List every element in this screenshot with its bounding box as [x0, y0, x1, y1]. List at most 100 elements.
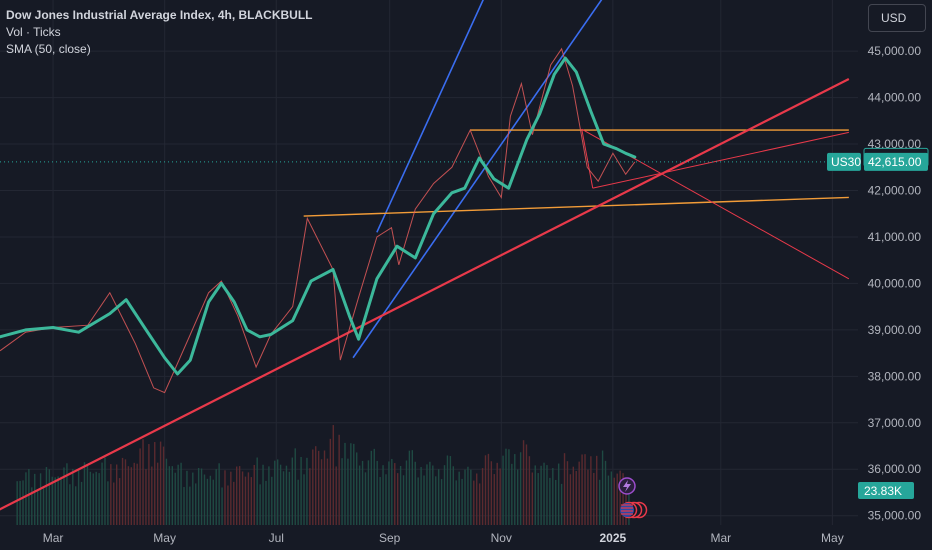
volume-bar [180, 462, 182, 525]
volume-bar [572, 466, 575, 525]
volume-bar [487, 453, 490, 525]
volume-bar [552, 468, 554, 525]
volume-bar [279, 464, 282, 525]
volume-bar [244, 476, 247, 525]
chart-title: Dow Jones Industrial Average Index, 4h, … [6, 8, 313, 22]
drawing-layer[interactable] [0, 0, 850, 520]
volume-bar [499, 468, 501, 525]
volume-bar [259, 484, 261, 525]
volume-bar [200, 468, 203, 525]
volume-layer [16, 425, 630, 525]
channel-line[interactable] [352, 0, 734, 359]
volume-bar [493, 474, 495, 525]
volume-bar [537, 473, 539, 525]
volume-bar [405, 460, 408, 525]
volume-bar [449, 456, 452, 525]
volume-bar [376, 460, 378, 525]
volume-bar [51, 476, 53, 525]
volume-bar [274, 460, 276, 525]
volume-bar [514, 454, 516, 525]
volume-bar [335, 466, 337, 525]
volume-bar [601, 450, 604, 525]
volume-bar [294, 448, 296, 525]
volume-bar [540, 465, 542, 525]
volume-bar [159, 441, 162, 525]
volume-bar [174, 472, 176, 525]
volume-bar [531, 472, 534, 525]
volume-bar [230, 471, 232, 525]
volume-bar [578, 461, 580, 525]
y-tick-label: 37,000.00 [868, 416, 922, 430]
volume-bar [189, 486, 191, 525]
volume-bar [464, 469, 466, 525]
volume-bar [581, 454, 583, 525]
volume-bar [315, 446, 317, 525]
volume-indicator-label[interactable]: Vol · Ticks [6, 25, 61, 39]
volume-bar [271, 476, 273, 525]
volume-bar [452, 466, 454, 525]
volume-bar [306, 457, 308, 525]
volume-bar [218, 463, 220, 525]
volume-bar [593, 472, 595, 525]
volume-bar [440, 479, 443, 525]
channel-line[interactable] [376, 0, 640, 233]
volume-bar [285, 465, 288, 525]
volume-bar [265, 480, 267, 525]
volume-bar [519, 452, 522, 525]
y-tick-label: 42,000.00 [868, 183, 922, 197]
volume-bar [496, 462, 498, 525]
volume-bar [31, 487, 33, 525]
triangle-line[interactable] [581, 129, 594, 189]
volume-bar [312, 449, 314, 525]
volume-bar [604, 460, 607, 525]
volume-bar [69, 484, 71, 525]
volume-bar [417, 477, 419, 525]
volume-bar [470, 469, 472, 525]
volume-bar [461, 478, 463, 525]
volume-bar [171, 466, 173, 525]
volume-bar [458, 471, 460, 525]
volume-bar [268, 466, 270, 525]
volume-bar [16, 481, 18, 525]
volume-bar [590, 456, 592, 525]
volume-bar [118, 478, 121, 525]
volume-bar [528, 456, 531, 525]
volume-bar [300, 457, 302, 525]
volume-bar [57, 476, 59, 525]
volume-bar [399, 465, 402, 525]
lightning-icon [623, 480, 631, 492]
volume-bar [203, 474, 206, 525]
currency-button[interactable]: USD [868, 4, 926, 32]
volume-bar [423, 475, 425, 525]
volume-bar [110, 464, 112, 525]
volume-bar [569, 474, 572, 525]
volume-bar [197, 468, 200, 525]
volume-bar [385, 474, 387, 525]
volume-bar [276, 459, 279, 525]
volume-bar [39, 473, 42, 525]
volume-bar [367, 460, 370, 525]
triangle-line[interactable] [592, 131, 849, 189]
volume-bar [323, 450, 326, 525]
volume-bar [142, 439, 144, 525]
volume-bar [408, 450, 411, 525]
sma-indicator-label[interactable]: SMA (50, close) [6, 42, 91, 56]
volume-bar [555, 479, 557, 525]
volume-bar [75, 486, 77, 525]
resistance-line[interactable] [303, 196, 849, 217]
volume-bar [115, 464, 118, 525]
volume-bar [233, 481, 235, 525]
volume-bar [622, 473, 624, 525]
grid-layer [0, 0, 858, 525]
volume-bar [42, 485, 45, 525]
price-line [0, 47, 636, 394]
y-tick-label: 36,000.00 [868, 462, 922, 476]
volume-bar [66, 463, 68, 525]
volume-bar [28, 469, 30, 525]
volume-bar [396, 473, 399, 525]
volume-bar [508, 449, 510, 525]
volume-bar [402, 475, 405, 525]
volume-bar [288, 471, 291, 525]
trend-line[interactable] [0, 78, 850, 520]
